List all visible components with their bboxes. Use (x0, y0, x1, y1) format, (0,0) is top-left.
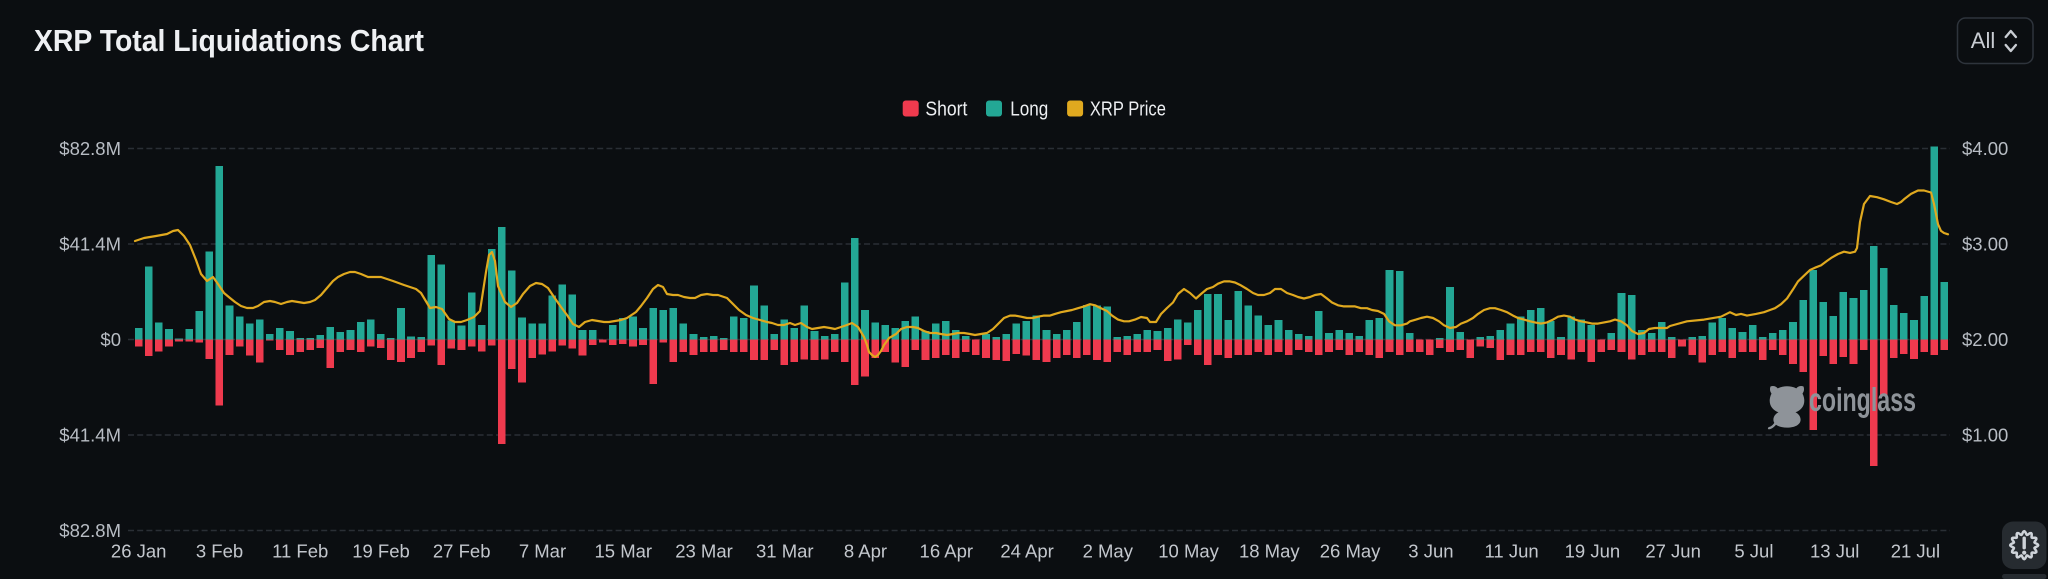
svg-text:27 Jun: 27 Jun (1645, 541, 1701, 562)
svg-text:8 Apr: 8 Apr (844, 541, 887, 562)
svg-text:24 Apr: 24 Apr (1000, 541, 1054, 562)
svg-text:$0: $0 (100, 329, 121, 350)
svg-text:2 May: 2 May (1083, 541, 1134, 562)
svg-text:$3.00: $3.00 (1962, 234, 2008, 255)
svg-text:$2.00: $2.00 (1962, 329, 2008, 350)
svg-text:5 Jul: 5 Jul (1734, 541, 1773, 562)
svg-text:coinglass: coinglass (1809, 381, 1916, 418)
svg-text:21 Jul: 21 Jul (1891, 541, 1940, 562)
svg-text:10 May: 10 May (1158, 541, 1219, 562)
svg-text:$41.4M: $41.4M (59, 234, 121, 255)
svg-text:Short: Short (925, 98, 967, 121)
svg-text:23 Mar: 23 Mar (675, 541, 733, 562)
svg-text:XRP Total Liquidations Chart: XRP Total Liquidations Chart (34, 23, 424, 58)
svg-text:27 Feb: 27 Feb (433, 541, 491, 562)
svg-text:26 Jan: 26 Jan (111, 541, 167, 562)
svg-text:19 Jun: 19 Jun (1565, 541, 1621, 562)
svg-text:3 Feb: 3 Feb (196, 541, 243, 562)
svg-text:$4.00: $4.00 (1962, 138, 2008, 159)
svg-text:7 Mar: 7 Mar (519, 541, 566, 562)
svg-text:15 Mar: 15 Mar (595, 541, 653, 562)
svg-text:XRP Price: XRP Price (1090, 98, 1166, 121)
svg-text:All: All (1971, 28, 1995, 53)
svg-text:$82.8M: $82.8M (59, 138, 121, 159)
svg-text:$1.00: $1.00 (1962, 425, 2008, 446)
svg-text:13 Jul: 13 Jul (1810, 541, 1859, 562)
svg-text:11 Jun: 11 Jun (1485, 541, 1539, 562)
svg-text:19 Feb: 19 Feb (352, 541, 410, 562)
svg-text:11 Feb: 11 Feb (272, 541, 328, 562)
svg-text:Long: Long (1010, 98, 1048, 121)
svg-text:16 Apr: 16 Apr (920, 541, 974, 562)
svg-text:3 Jun: 3 Jun (1408, 541, 1453, 562)
svg-text:18 May: 18 May (1239, 541, 1300, 562)
svg-text:$82.8M: $82.8M (59, 520, 121, 541)
svg-text:26 May: 26 May (1320, 541, 1381, 562)
svg-text:31 Mar: 31 Mar (756, 541, 814, 562)
svg-text:$41.4M: $41.4M (59, 425, 121, 446)
